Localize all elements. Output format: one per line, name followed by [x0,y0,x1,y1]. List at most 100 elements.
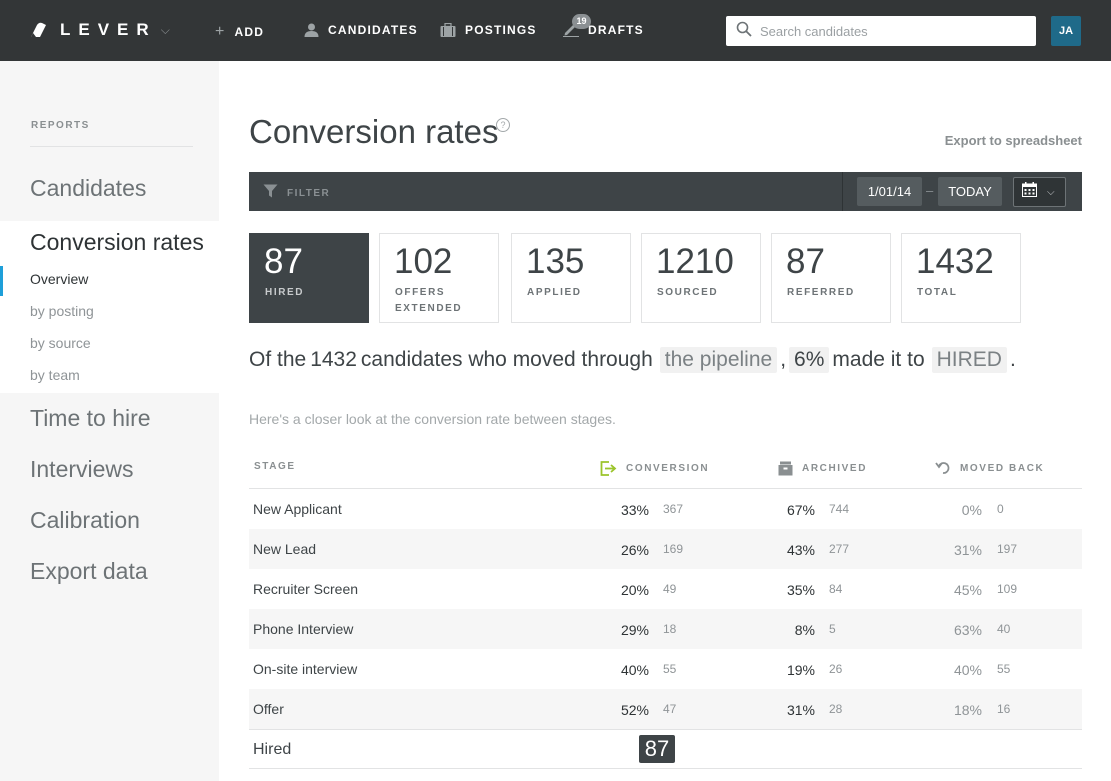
date-range-dash: – [926,183,934,198]
archived-count: 277 [829,542,850,556]
stage-selector[interactable]: HIRED [931,347,1007,373]
stage-name: Phone Interview [253,621,354,637]
stat-card-applied[interactable]: 135 APPLIED [511,233,631,323]
sidebar-active-group [0,221,219,393]
nav-candidates[interactable]: CANDIDATES [304,23,418,37]
top-nav-bar: LEVER ⌵ + ADD CANDIDATES POSTINGS DRAFTS… [0,0,1111,61]
person-icon [304,23,319,37]
table-row[interactable]: Offer 52% 47 31% 28 18% 16 [249,689,1082,729]
conversion-count: 47 [663,702,677,716]
lever-logo-icon [30,22,48,38]
table-header-divider [249,488,1082,489]
stat-label: OFFERS EXTENDED [395,287,463,314]
table-row[interactable]: New Applicant 33% 367 67% 744 0% 0 [249,489,1082,529]
chevron-down-icon: ⌵ [160,22,170,37]
stat-label: APPLIED [527,287,582,298]
pipeline-selector[interactable]: the pipeline [659,347,778,373]
col-header-moved-back[interactable]: MOVED BACK [935,461,1044,475]
lever-logo[interactable]: LEVER ⌵ [30,18,170,42]
summary-period: . [1009,348,1016,371]
col-header-conversion[interactable]: CONVERSION [600,461,709,476]
conversion-pct: 26% [620,542,649,558]
search-box[interactable] [726,16,1036,46]
sidebar-item-calibration[interactable]: Calibration [30,507,140,533]
table-row[interactable]: Recruiter Screen 20% 49 35% 84 45% 109 [249,569,1082,609]
sidebar-item-time-to-hire[interactable]: Time to hire [30,405,151,431]
table-row-hired[interactable]: Hired 87 [249,729,1082,769]
sidebar-subitem-by-source[interactable]: by source [30,335,91,351]
col-header-archived-label: ARCHIVED [802,463,868,474]
conversion-count: 169 [663,542,684,556]
stat-value: 1432 [916,242,994,281]
stat-card-hired[interactable]: 87 HIRED [249,233,369,323]
col-header-archived[interactable]: ARCHIVED [778,461,867,476]
nav-add[interactable]: + ADD [215,23,264,41]
filter-bar: FILTER 1/01/14 – TODAY ⌵ [249,172,1082,211]
table-row[interactable]: Phone Interview 29% 18 8% 5 63% 40 [249,609,1082,649]
stat-card-total[interactable]: 1432 TOTAL [901,233,1021,323]
moved-back-pct: 40% [953,662,982,678]
sidebar-item-conversion-rates[interactable]: Conversion rates [30,229,204,255]
conversion-pct: 29% [620,622,649,638]
date-to-button[interactable]: TODAY [938,177,1002,206]
stage-name: New Lead [253,541,317,557]
filter-toggle[interactable]: FILTER [263,184,330,203]
moved-back-count: 197 [997,542,1018,556]
stat-card-referred[interactable]: 87 REFERRED [771,233,891,323]
moved-back-pct: 45% [953,582,982,598]
moved-back-count: 40 [997,622,1011,636]
moved-back-count: 16 [997,702,1011,716]
conversion-count: 55 [663,662,677,676]
sidebar-item-candidates[interactable]: Candidates [30,175,147,201]
stat-label: SOURCED [657,287,719,298]
col-header-moved-back-label: MOVED BACK [960,462,1045,474]
filter-label: FILTER [287,188,331,199]
conversion-pct: 33% [620,502,649,518]
col-header-conversion-label: CONVERSION [626,463,710,474]
archived-pct: 8% [794,622,815,638]
moved-back-pct: 31% [953,542,982,558]
stage-name: On-site interview [253,661,358,677]
summary-mid: candidates who moved through [360,348,653,371]
plus-icon: + [215,23,226,40]
stat-card-sourced[interactable]: 1210 SOURCED [641,233,761,323]
date-from-button[interactable]: 1/01/14 [857,177,922,206]
search-input[interactable] [760,23,1020,39]
exit-arrow-icon [600,461,617,476]
table-row[interactable]: On-site interview 40% 55 19% 26 40% 55 [249,649,1082,689]
stat-card-offers-extended[interactable]: 102 OFFERS EXTENDED [379,233,499,323]
chevron-down-icon: ⌵ [1047,186,1055,198]
table-row[interactable]: New Lead 26% 169 43% 277 31% 197 [249,529,1082,569]
archived-count: 84 [829,582,843,596]
summary-prefix: Of the [249,348,307,371]
conversion-count: 49 [663,582,677,596]
sidebar-subitem-overview[interactable]: Overview [30,271,89,287]
archived-pct: 19% [786,662,815,678]
user-avatar[interactable]: JA [1051,16,1081,46]
undo-arrow-icon [935,461,951,475]
sidebar-item-interviews[interactable]: Interviews [30,456,134,482]
calendar-dropdown[interactable]: ⌵ [1013,177,1066,207]
archived-count: 26 [829,662,843,676]
hired-count-badge: 87 [639,735,675,763]
funnel-icon [263,184,278,203]
nav-drafts[interactable]: DRAFTS [563,23,644,37]
nav-postings-label: POSTINGS [465,23,537,37]
help-icon[interactable]: ? [496,118,510,132]
nav-postings[interactable]: POSTINGS [440,23,537,37]
lever-logo-text: LEVER [60,20,157,39]
col-header-stage[interactable]: STAGE [254,461,296,472]
sidebar-subitem-by-posting[interactable]: by posting [30,303,94,319]
summary-rate: 6% [789,347,830,373]
moved-back-pct: 63% [953,622,982,638]
stat-value: 135 [526,242,585,281]
sidebar-subitem-by-team[interactable]: by team [30,367,80,383]
calendar-icon [1022,182,1037,202]
conversion-pct: 20% [620,582,649,598]
filter-divider [842,172,843,211]
conversion-pct: 52% [620,702,649,718]
export-spreadsheet-link[interactable]: Export to spreadsheet [944,133,1082,148]
sidebar-item-export-data[interactable]: Export data [30,558,148,584]
sidebar-heading: REPORTS [31,120,90,131]
nav-add-label: ADD [234,25,265,39]
